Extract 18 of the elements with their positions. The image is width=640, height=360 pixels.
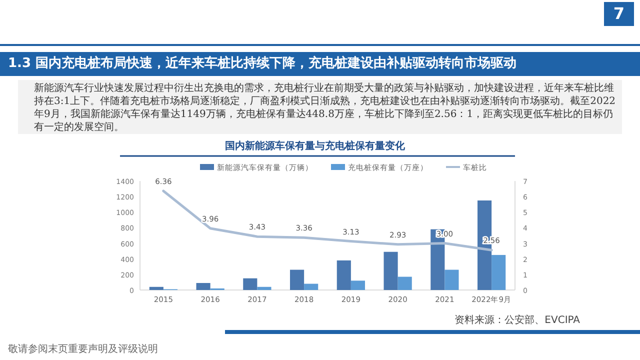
bar: [444, 270, 459, 290]
subtitle: 新能源汽车行业快速发展过程中衍生出充换电的需求，充电桩行业在前期受大量的政策与补贴驱动，加快建设进程，近年来车桩比维持在3:1上下。伴随着充电桩市场格局逐渐稳定，厂商盈利模式日渐成熟，充电桩建设也在由补贴驱动逐渐转向市场驱动。截至2022年9月，我国新能源汽车保有量达1149万辆，充电桩保有量达448.8万座，车桩比下降到至2.56：1，距离实现更低车桩比的目标仍有一定的发展空间。: [18, 80, 622, 134]
title: 1.3 国内充电桩布局快速，近年来车桩比持续下降，充电桩建设由补贴驱动转向市场驱动: [0, 52, 640, 76]
bar: [257, 286, 272, 290]
bar: [336, 260, 351, 290]
annotation: 敬请参阅末页重要声明及评级说明: [8, 342, 158, 356]
annotation: 国内新能源车保有量与充电桩保有量变化: [224, 139, 406, 153]
bar: [196, 282, 210, 290]
bar: [398, 276, 412, 290]
bar: [350, 280, 365, 290]
annotation: 资料来源：公安部、EVCIPA: [454, 314, 580, 327]
bar: [384, 252, 398, 290]
bar: [149, 286, 164, 290]
bar: [290, 270, 304, 290]
annotation: 7: [604, 2, 634, 26]
bar: [243, 278, 258, 290]
bar: [304, 284, 318, 290]
bar: [492, 254, 506, 290]
